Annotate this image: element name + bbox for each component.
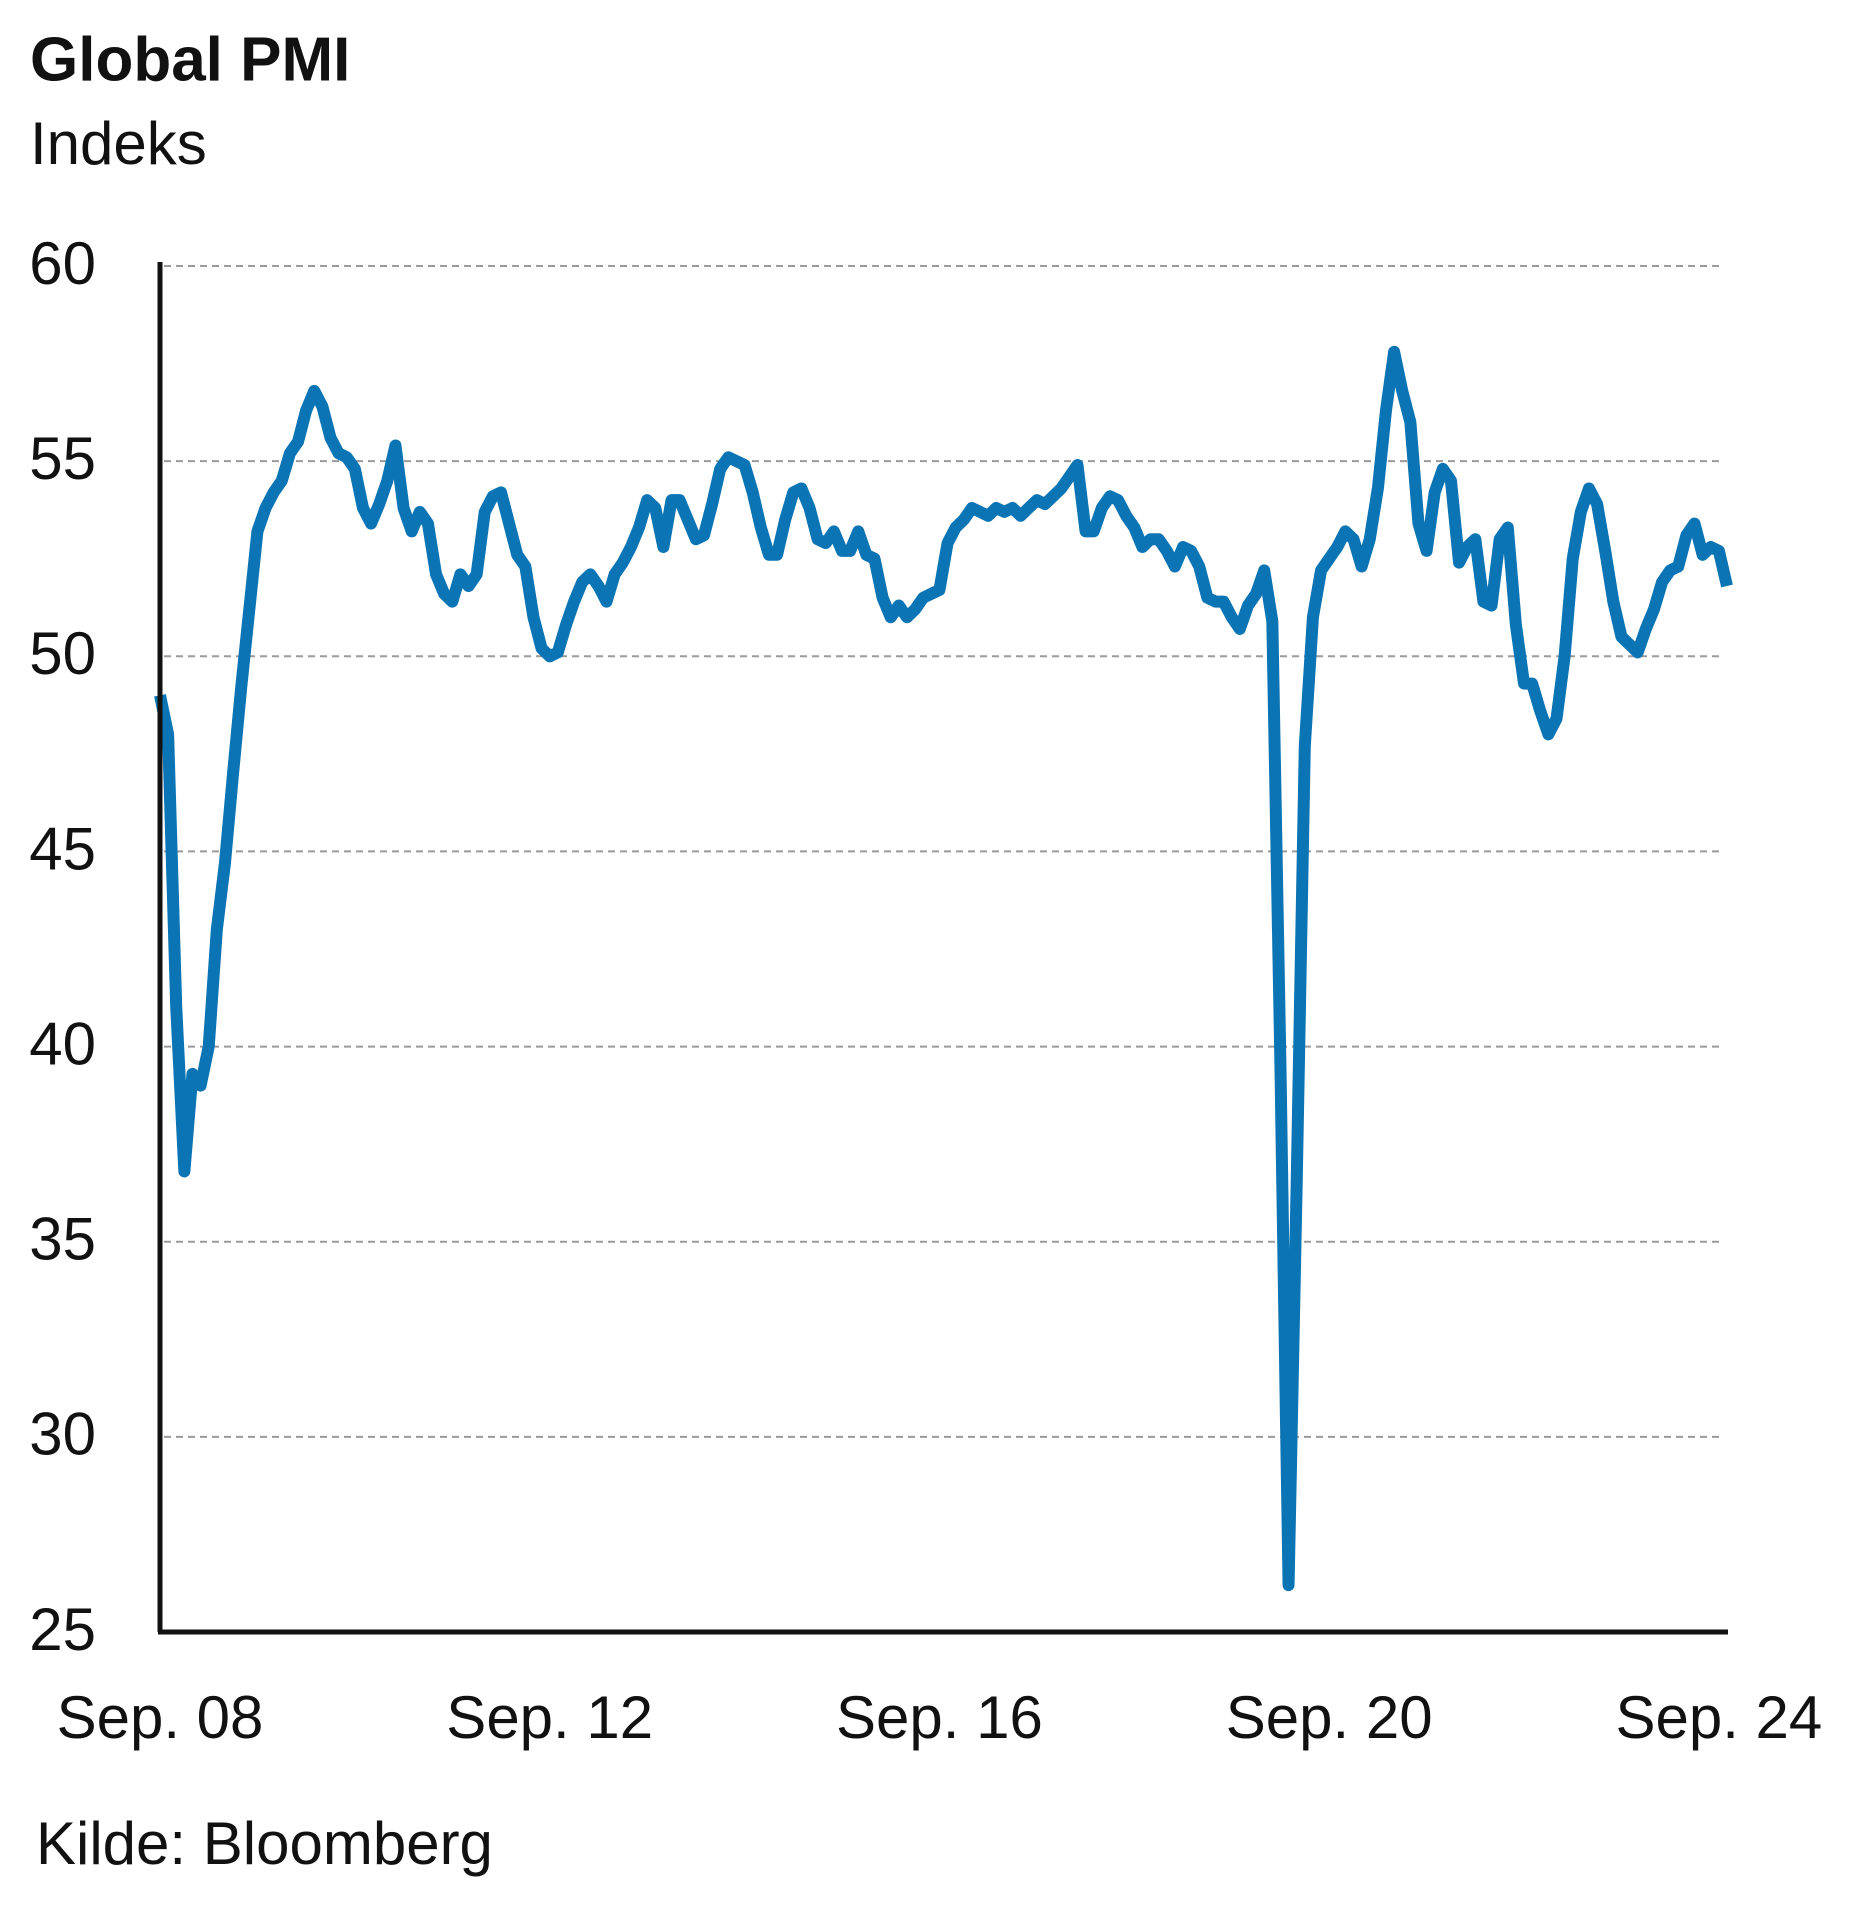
y-tick-label: 30 <box>29 1401 96 1468</box>
x-tick-label: Sep. 12 <box>446 1684 653 1751</box>
y-tick-label: 50 <box>29 620 96 687</box>
source-note: Kilde: Bloomberg <box>36 1810 493 1877</box>
y-tick-label: 35 <box>29 1206 96 1273</box>
y-tick-label: 60 <box>29 230 96 297</box>
y-tick-label: 25 <box>29 1596 96 1663</box>
plot-area <box>154 345 1733 1592</box>
x-tick-label: Sep. 08 <box>57 1684 264 1751</box>
data-line <box>154 345 1733 1592</box>
chart-subtitle: Indeks <box>30 110 207 177</box>
x-tick-label: Sep. 16 <box>836 1684 1043 1751</box>
y-tick-label: 55 <box>29 425 96 492</box>
chart-title: Global PMI <box>30 25 350 94</box>
x-tick-label: Sep. 20 <box>1226 1684 1433 1751</box>
x-tick-label: Sep. 24 <box>1615 1684 1822 1751</box>
y-tick-label: 45 <box>29 815 96 882</box>
labels: 25 30 35 40 45 50 55 60 Sep. 08 Sep. 12 Sep. 16 Sep… <box>29 230 1822 1751</box>
y-tick-label: 40 <box>29 1010 96 1077</box>
